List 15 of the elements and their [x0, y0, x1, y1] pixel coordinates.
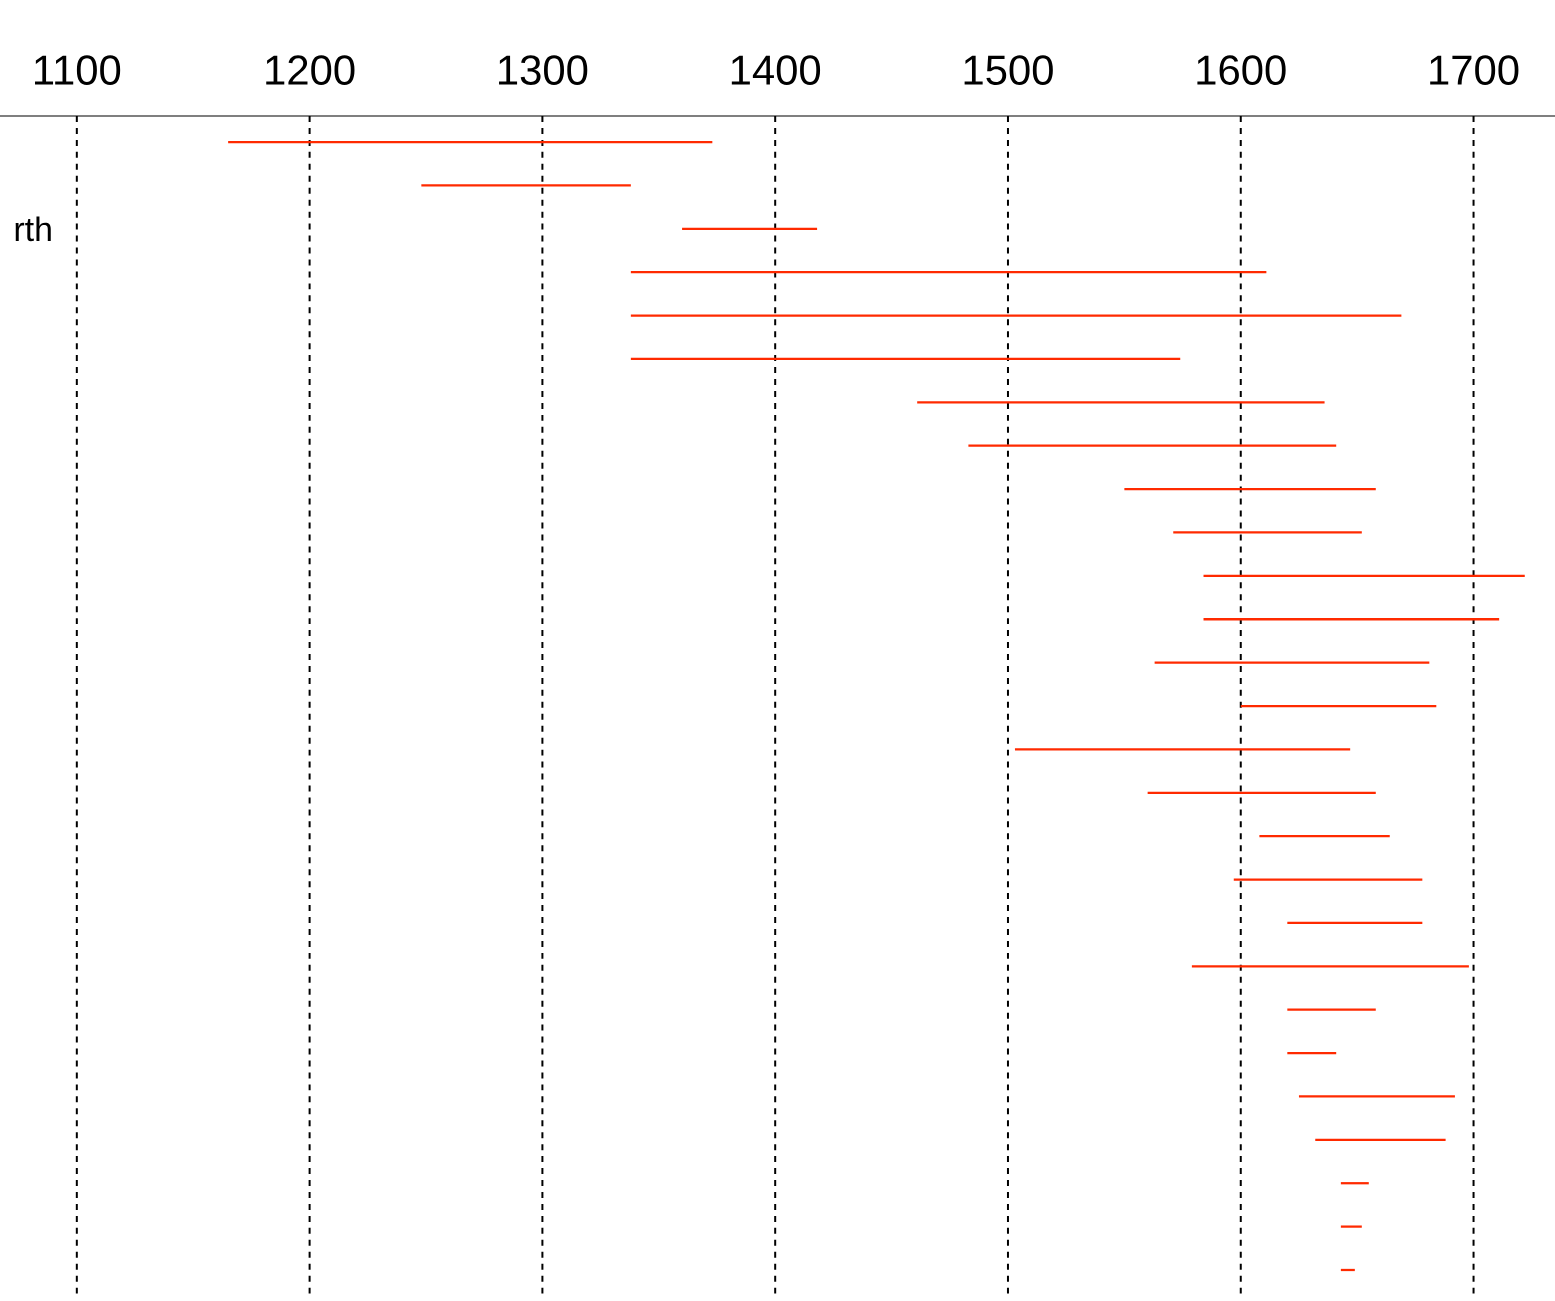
x-tick-label: 1300 [499, 55, 588, 85]
bar [1298, 1095, 1455, 1098]
x-tick-label: 1100 [35, 55, 121, 85]
bar [1340, 1225, 1362, 1228]
bar [1173, 531, 1362, 534]
x-tick-label: 1200 [266, 55, 355, 85]
x-tick-label: 1500 [964, 55, 1053, 85]
bar [1014, 748, 1351, 751]
bar [421, 184, 631, 187]
x-tick-label: 1600 [1197, 55, 1286, 85]
x-tick-label: 1700 [1430, 55, 1519, 85]
y-tick-label: rth [15, 216, 51, 242]
bar [630, 314, 1402, 317]
bar [1233, 878, 1423, 881]
x-tick-label: 1400 [731, 55, 821, 85]
